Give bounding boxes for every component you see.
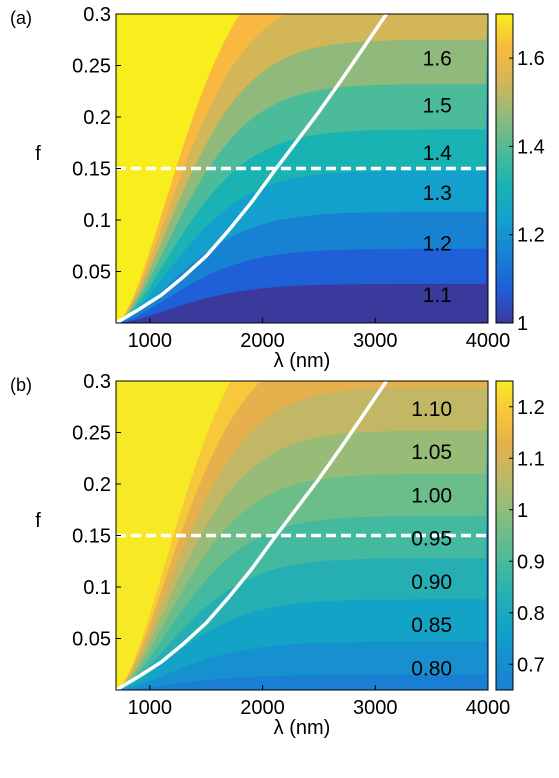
contour-label: 1.05 xyxy=(411,441,452,464)
contour-label: 1.10 xyxy=(411,398,452,421)
x-tick-label: 3000 xyxy=(353,330,398,352)
colorbar-tick-label: 1 xyxy=(517,313,528,335)
colorbar-tick-label: 1.6 xyxy=(517,48,545,70)
x-tick-label: 1000 xyxy=(128,697,173,719)
plot-area: 0.80 0.85 0.90 0.95 1.00 1.05 1.10 xyxy=(116,381,488,690)
x-tick-label: 4000 xyxy=(466,697,511,719)
colorbar-tick-label: 0.7 xyxy=(517,654,545,676)
plot-area: 1.1 1.2 1.3 1.4 1.5 1.6 xyxy=(116,14,488,323)
colorbar-tick-label: 1.2 xyxy=(517,397,545,419)
contour-label: 1.5 xyxy=(423,95,452,118)
contour-band xyxy=(116,14,241,323)
y-tick-label: 0.15 xyxy=(72,159,111,181)
x-axis-label: λ (nm) xyxy=(274,350,331,372)
x-tick-label: 2000 xyxy=(240,697,285,719)
colorbar-tick-label: 1.2 xyxy=(517,225,545,247)
y-tick-label: 0.3 xyxy=(83,4,111,26)
panel-b: 0.80 0.85 0.90 0.95 1.00 1.05 1.10 1000 2000 3000… xyxy=(10,371,545,739)
y-tick-label: 0.05 xyxy=(72,262,111,284)
panel-label: (a) xyxy=(10,8,32,28)
panel-a: 1.1 1.2 1.3 1.4 1.5 1.6 1000 2000 3000 4000 0.05 0.… xyxy=(10,4,545,372)
colorbar xyxy=(495,380,514,691)
white-curve xyxy=(116,14,388,323)
contour-label: 0.95 xyxy=(411,528,452,551)
colorbar-tick-label: 1 xyxy=(517,500,528,522)
x-tick-label: 4000 xyxy=(466,330,511,352)
x-tick-label: 3000 xyxy=(353,697,398,719)
contour-band xyxy=(116,381,231,690)
colorbar-tick-label: 0.8 xyxy=(517,603,545,625)
y-tick-label: 0.3 xyxy=(83,371,111,393)
contour-label: 1.6 xyxy=(423,47,452,70)
y-axis-label: f xyxy=(35,143,41,165)
contour-label: 0.80 xyxy=(411,657,452,680)
x-axis-label: λ (nm) xyxy=(274,717,331,739)
colorbar-tick-label: 0.9 xyxy=(517,551,545,573)
contour-label: 1.3 xyxy=(423,182,452,205)
contour-label: 0.85 xyxy=(411,614,452,637)
x-tick-label: 2000 xyxy=(240,330,285,352)
y-tick-label: 0.25 xyxy=(72,423,111,445)
white-curve xyxy=(116,381,388,690)
colorbar-tick-label: 1.1 xyxy=(517,448,545,470)
panel-label: (b) xyxy=(10,375,32,395)
y-tick-label: 0.05 xyxy=(72,629,111,651)
contour-label: 1.00 xyxy=(411,484,452,507)
contour-label: 1.2 xyxy=(423,233,452,256)
x-tick-label: 1000 xyxy=(128,330,173,352)
y-tick-label: 0.1 xyxy=(83,210,111,232)
y-tick-label: 0.25 xyxy=(72,56,111,78)
y-tick-label: 0.2 xyxy=(83,107,111,129)
contour-label: 1.4 xyxy=(423,142,453,165)
y-tick-label: 0.1 xyxy=(83,577,111,599)
contour-label: 1.1 xyxy=(423,284,452,307)
y-tick-label: 0.2 xyxy=(83,474,111,496)
y-tick-label: 0.15 xyxy=(72,526,111,548)
y-axis-label: f xyxy=(35,510,41,532)
contour-label: 0.90 xyxy=(411,571,452,594)
colorbar xyxy=(495,13,514,324)
colorbar-tick-label: 1.4 xyxy=(517,136,545,158)
